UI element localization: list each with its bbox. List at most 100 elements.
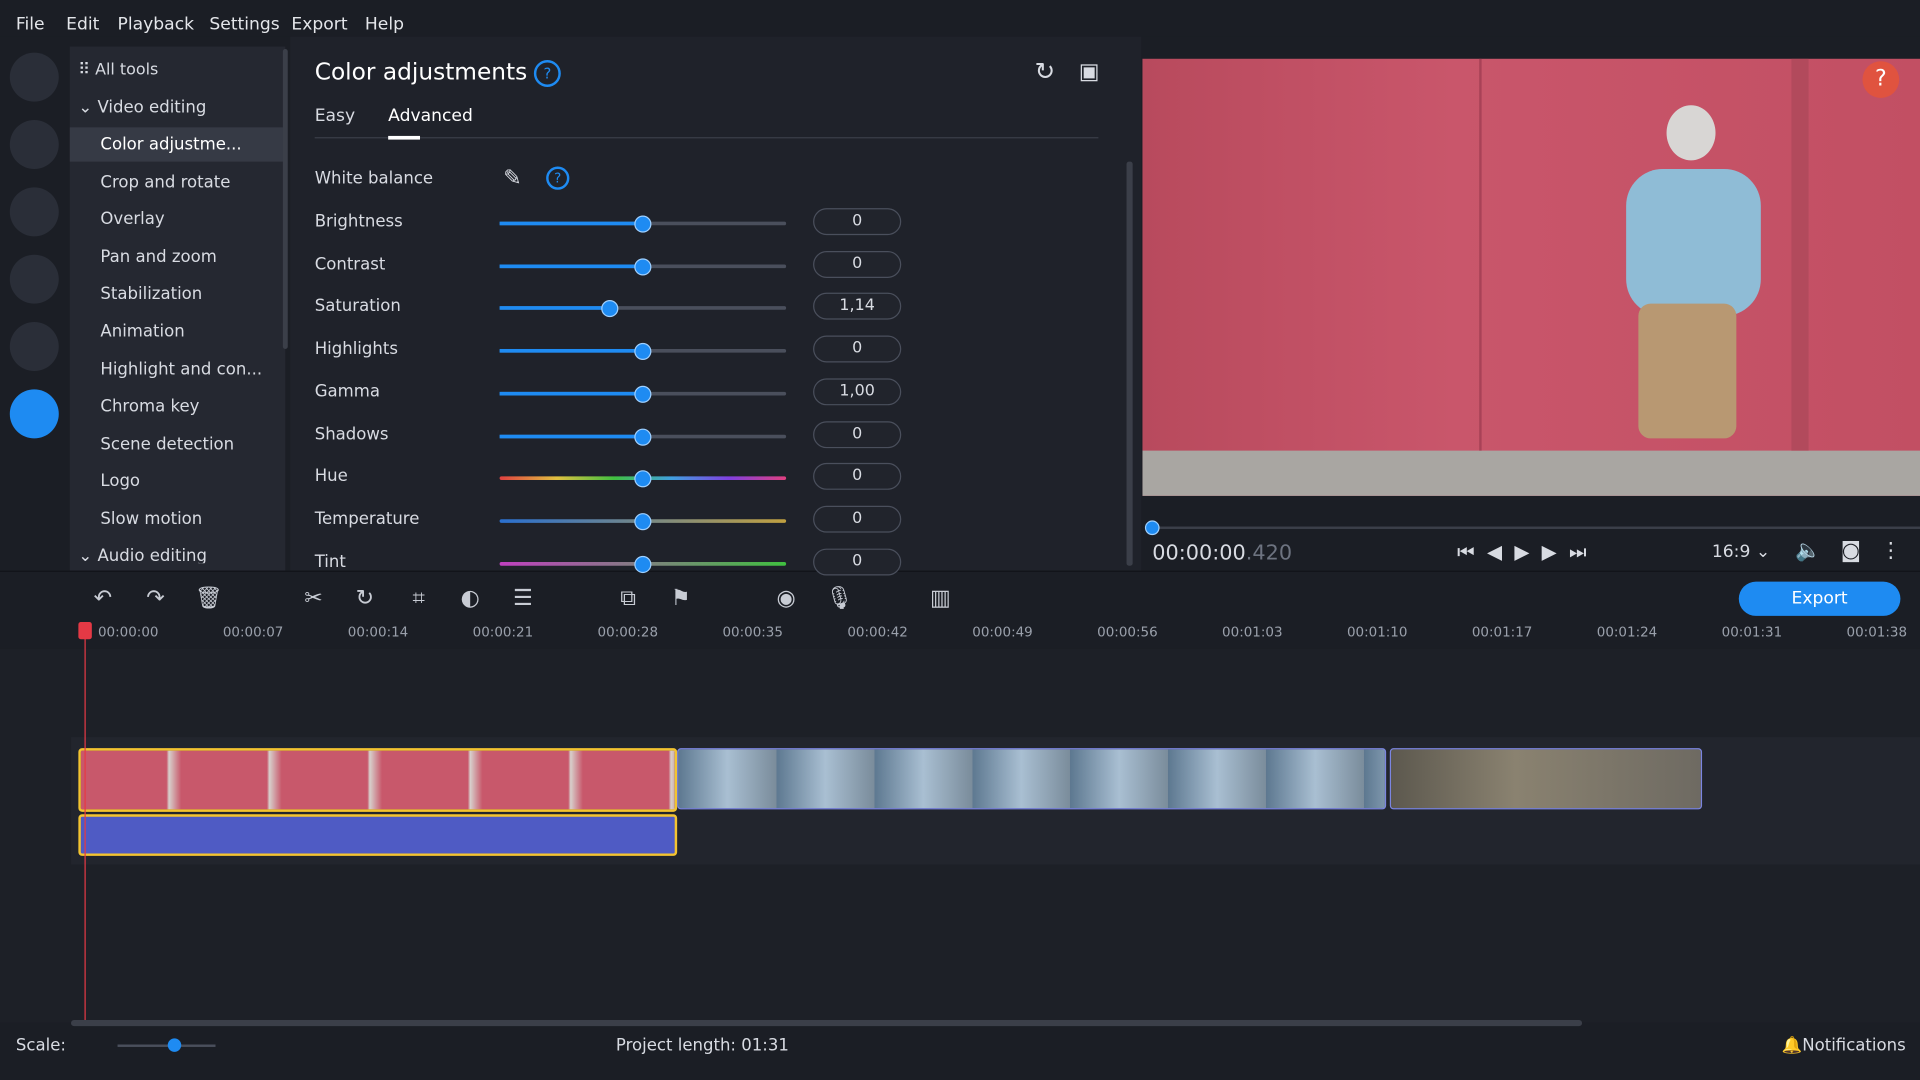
slider-knob[interactable] <box>634 385 652 403</box>
toolbar-button[interactable]: ↶ <box>93 585 113 612</box>
menu-item[interactable]: Settings <box>209 14 280 35</box>
video-preview: ? <box>1142 58 1920 496</box>
tool-item[interactable]: Highlight and con... <box>100 359 263 380</box>
seek-knob[interactable] <box>1144 520 1160 536</box>
slider-label: Hue <box>314 466 348 487</box>
value-field[interactable]: 0 <box>813 505 902 533</box>
clip[interactable] <box>78 748 678 812</box>
timeline-tick: 00:01:38 <box>1846 624 1908 641</box>
panel-title: Color adjustments <box>314 58 528 86</box>
slider-label: Highlights <box>314 339 398 359</box>
value-field[interactable]: 0 <box>813 250 902 278</box>
slider-knob[interactable] <box>634 555 652 573</box>
value-field[interactable]: 1,14 <box>813 293 902 321</box>
slider-knob[interactable] <box>634 257 652 276</box>
slider-knob[interactable] <box>634 427 652 446</box>
toolbar-button[interactable]: 🗑 <box>194 585 223 612</box>
tool-icon[interactable] <box>9 187 59 237</box>
toolbar-button[interactable]: ◐ <box>460 585 480 612</box>
slider-label: Saturation <box>314 296 401 317</box>
clip[interactable] <box>677 748 1387 810</box>
timeline-tick: 00:00:56 <box>1097 624 1158 641</box>
toolbar-button[interactable]: ⌗ <box>412 585 425 612</box>
group[interactable]: ⌄ Audio editing <box>78 546 208 564</box>
value-field[interactable]: 1,00 <box>813 378 902 406</box>
slider-label: Contrast <box>314 254 386 274</box>
timeline-tick: 00:01:24 <box>1596 624 1658 641</box>
aspect-ratio[interactable]: 16:9 ⌄ <box>1711 542 1771 563</box>
scale-slider[interactable] <box>117 1044 216 1047</box>
notifications[interactable]: 🔔Notifications <box>1781 1035 1906 1056</box>
toolbar-button[interactable]: ⧉ <box>620 585 637 612</box>
toolbar-button[interactable]: ◉ <box>776 585 796 612</box>
timeline-tick: 00:00:21 <box>472 624 534 641</box>
export-button[interactable]: Export <box>1738 581 1901 616</box>
tab[interactable]: Advanced <box>388 106 473 127</box>
scale-knob[interactable] <box>167 1038 182 1052</box>
toolbar-button[interactable]: 🎙 <box>825 585 854 612</box>
tool-icon[interactable] <box>9 389 59 439</box>
slider-label: Tint <box>314 551 346 572</box>
slider-knob[interactable] <box>634 512 652 531</box>
help-button[interactable]: ? <box>1862 61 1900 98</box>
tool-item[interactable]: Chroma key <box>100 396 200 417</box>
toolbar-button[interactable]: ☰ <box>512 585 533 612</box>
toolbar-button[interactable]: ⚑ <box>670 585 691 612</box>
audio-clip[interactable] <box>78 814 678 856</box>
toolbar-button[interactable]: ▥ <box>929 585 951 612</box>
timeline-tick: 00:01:31 <box>1721 624 1783 641</box>
help-icon[interactable]: ? <box>546 166 570 190</box>
value-field[interactable]: 0 <box>813 463 902 491</box>
timeline-tick: 00:01:17 <box>1471 624 1533 641</box>
tool-icon[interactable] <box>9 322 59 372</box>
clip[interactable] <box>1389 748 1703 810</box>
tool-item[interactable]: Pan and zoom <box>100 247 217 267</box>
slider-knob[interactable] <box>634 470 652 488</box>
menu-item[interactable]: Help <box>364 14 404 35</box>
value-field[interactable]: 0 <box>813 208 902 236</box>
help-icon[interactable]: ? <box>533 60 561 87</box>
slider-fill <box>499 264 643 268</box>
tool-item[interactable]: Stabilization <box>100 284 203 305</box>
tool-item[interactable]: Logo <box>100 471 141 492</box>
menu-item[interactable]: File <box>15 14 45 35</box>
value-field[interactable]: 0 <box>813 548 902 576</box>
scale-label: Scale: <box>15 1035 66 1056</box>
playhead-handle[interactable] <box>78 622 92 640</box>
tool-item[interactable]: Overlay <box>100 209 165 230</box>
slider-knob[interactable] <box>634 215 652 233</box>
slider-knob[interactable] <box>601 300 619 318</box>
player-icons[interactable]: 🔈◙⋮ <box>1795 538 1920 564</box>
tool-icon[interactable] <box>9 254 59 304</box>
value-field[interactable]: 0 <box>813 335 902 363</box>
seek-bar[interactable] <box>1152 526 1920 529</box>
menu-item[interactable]: Edit <box>66 14 100 35</box>
eyedropper[interactable]: ✎ <box>503 165 522 192</box>
toolbar-button[interactable]: ↷ <box>146 585 165 612</box>
value-field[interactable]: 0 <box>813 420 902 448</box>
tool-item[interactable]: Slow motion <box>100 509 203 529</box>
tool-item[interactable]: Scene detection <box>100 434 235 455</box>
reset-icon[interactable]: ↻ <box>1034 56 1056 86</box>
timeline-tick: 00:00:00 <box>97 624 159 641</box>
tool-item[interactable]: Animation <box>100 322 185 342</box>
save-icon[interactable]: ▣ <box>1078 58 1100 85</box>
toolbar-button[interactable]: ↻ <box>355 585 375 612</box>
toolbar-button[interactable]: ✂ <box>304 585 323 612</box>
tab[interactable]: Easy <box>314 106 356 127</box>
tool-icon[interactable] <box>9 52 59 102</box>
group[interactable]: ⌄ Video editing <box>78 97 207 118</box>
tool-icon[interactable] <box>9 120 59 169</box>
tool-item[interactable]: Crop and rotate <box>100 172 231 192</box>
slider-knob[interactable] <box>634 342 652 361</box>
menu-item[interactable]: Playback <box>117 14 195 35</box>
playhead[interactable] <box>84 626 86 1023</box>
playback-controls[interactable]: ⏮◀▶▶⏭ <box>1457 540 1599 564</box>
menu-item[interactable]: Export <box>291 14 348 35</box>
project-length: Project length: 01:31 <box>615 1035 789 1056</box>
timeline-tick: 00:00:28 <box>597 624 659 641</box>
slider-track[interactable] <box>499 306 787 311</box>
tool-item[interactable]: Color adjustme... <box>100 134 242 155</box>
h-scrollbar[interactable] <box>71 1020 1583 1027</box>
all-tools[interactable]: ⠿ All tools <box>78 61 159 80</box>
